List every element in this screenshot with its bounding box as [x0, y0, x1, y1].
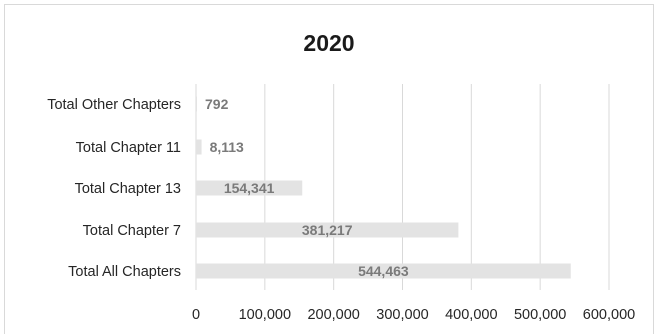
bars: [196, 96, 571, 279]
x-tick-label-4: 400,000: [445, 307, 497, 323]
chart-frame: [4, 4, 654, 334]
x-tick-label-3: 300,000: [376, 307, 428, 323]
data-label-2: 154,341: [224, 180, 275, 196]
x-tick-label-1: 100,000: [239, 307, 291, 323]
x-tick-label-6: 600,000: [583, 307, 635, 323]
category-label-2: Total Chapter 13: [75, 181, 181, 197]
bar-4: [196, 263, 571, 279]
data-label-3: 381,217: [302, 222, 353, 238]
bar-1: [196, 139, 202, 155]
category-label-4: Total All Chapters: [68, 264, 181, 280]
bar-3: [196, 222, 459, 238]
category-label-3: Total Chapter 7: [83, 223, 181, 239]
category-label-0: Total Other Chapters: [47, 97, 181, 113]
chart-title: 2020: [303, 30, 355, 56]
bar-0: [196, 96, 197, 112]
data-labels: 792 8,113 154,341 381,217 544,463: [205, 96, 409, 279]
x-tick-label-5: 500,000: [514, 307, 566, 323]
category-labels: Total Other Chapters Total Chapter 11 Tota…: [47, 97, 181, 280]
bar-2: [196, 180, 303, 196]
data-label-1: 8,113: [210, 139, 244, 155]
data-label-0: 792: [205, 96, 229, 112]
data-label-4: 544,463: [358, 263, 409, 279]
x-axis-tick-labels: 0 100,000 200,000 300,000 400,000 500,000 600,…: [192, 307, 635, 323]
x-tick-label-0: 0: [192, 307, 200, 323]
category-label-1: Total Chapter 11: [76, 140, 181, 156]
x-tick-label-2: 200,000: [307, 307, 359, 323]
